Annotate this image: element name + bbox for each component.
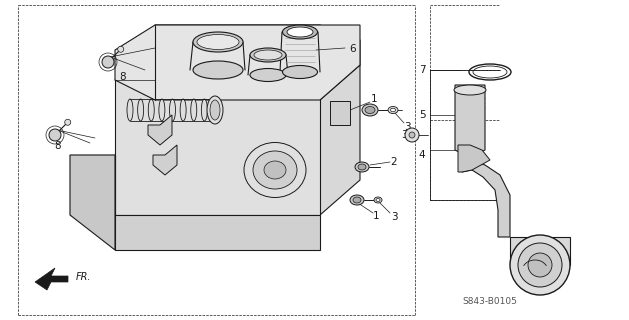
Ellipse shape (250, 48, 286, 62)
Ellipse shape (362, 104, 378, 116)
Polygon shape (115, 80, 320, 215)
Polygon shape (70, 155, 115, 215)
Ellipse shape (355, 162, 369, 172)
Polygon shape (70, 155, 115, 250)
Circle shape (118, 46, 124, 52)
Polygon shape (115, 25, 360, 100)
Ellipse shape (127, 99, 133, 121)
Circle shape (510, 235, 570, 295)
Text: S843-B0105: S843-B0105 (462, 298, 518, 307)
Polygon shape (153, 145, 177, 175)
Circle shape (409, 132, 415, 138)
Ellipse shape (148, 99, 154, 121)
Text: 1: 1 (373, 211, 379, 221)
Ellipse shape (353, 197, 361, 203)
Ellipse shape (180, 99, 186, 121)
Ellipse shape (169, 99, 175, 121)
Ellipse shape (388, 107, 398, 114)
Ellipse shape (282, 25, 318, 39)
Text: 3: 3 (391, 212, 398, 222)
Ellipse shape (201, 99, 208, 121)
Ellipse shape (454, 85, 486, 95)
Ellipse shape (253, 151, 297, 189)
Polygon shape (510, 237, 570, 265)
Ellipse shape (264, 161, 286, 179)
Ellipse shape (244, 142, 306, 197)
Bar (330, 101, 350, 125)
Ellipse shape (212, 99, 218, 121)
Ellipse shape (191, 99, 197, 121)
Ellipse shape (197, 35, 239, 50)
Ellipse shape (282, 66, 318, 78)
Text: 4: 4 (419, 150, 425, 160)
Ellipse shape (138, 99, 143, 121)
Polygon shape (148, 115, 172, 145)
Circle shape (405, 128, 419, 142)
Circle shape (518, 243, 562, 287)
Text: 7: 7 (419, 65, 425, 75)
Text: FR.: FR. (76, 272, 91, 282)
Ellipse shape (210, 100, 220, 120)
Ellipse shape (365, 107, 375, 114)
Polygon shape (320, 65, 360, 215)
Polygon shape (115, 25, 360, 100)
Text: 2: 2 (391, 157, 398, 167)
Ellipse shape (358, 164, 366, 170)
Ellipse shape (193, 61, 243, 79)
Polygon shape (455, 85, 485, 155)
Circle shape (528, 253, 552, 277)
Polygon shape (35, 268, 68, 290)
Ellipse shape (159, 99, 165, 121)
Polygon shape (460, 160, 510, 237)
Text: 5: 5 (419, 110, 425, 120)
Ellipse shape (374, 197, 382, 203)
Ellipse shape (376, 198, 380, 202)
Ellipse shape (250, 68, 286, 82)
Ellipse shape (350, 195, 364, 205)
Ellipse shape (207, 96, 223, 124)
Circle shape (102, 56, 114, 68)
Polygon shape (115, 215, 320, 250)
Polygon shape (458, 145, 490, 172)
Text: 3: 3 (401, 130, 408, 140)
Text: 8: 8 (120, 72, 126, 82)
Text: 3: 3 (404, 122, 410, 132)
Text: 1: 1 (370, 94, 377, 104)
Ellipse shape (287, 27, 313, 37)
Ellipse shape (254, 50, 282, 60)
Ellipse shape (391, 108, 396, 112)
Text: 6: 6 (350, 44, 356, 54)
Circle shape (65, 119, 70, 125)
Circle shape (49, 129, 61, 141)
Text: 8: 8 (55, 141, 61, 151)
Ellipse shape (193, 32, 243, 52)
